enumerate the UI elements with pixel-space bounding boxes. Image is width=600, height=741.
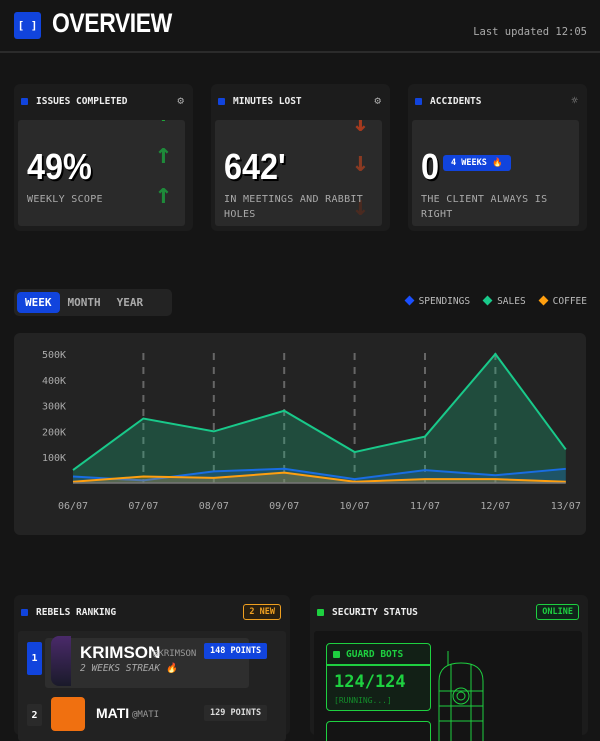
card-issues-completed: ISSUES COMPLETED ⚙ ↑ ↑ ↑ 49% WEEKLY SCOP… [14,84,193,231]
streak-badge: 4 WEEKS 🔥 [443,155,511,171]
panel-title: REBELS RANKING [36,607,116,618]
avatar[interactable] [51,697,85,731]
card-title: MINUTES LOST [233,96,302,107]
card-value: 49% [27,146,92,188]
gear-icon[interactable]: ⚙ [177,94,184,107]
chart-panel: 06/07 07/07 08/07 09/07 10/07 11/07 12/07 13/07… [14,333,586,535]
panel-title: SECURITY STATUS [332,607,418,618]
rank-badge: 2 [27,704,42,726]
page-title: OVERVIEW [52,8,172,39]
last-updated: Last updated 12:05 [473,26,587,38]
header-divider [0,51,600,53]
user-handle: @MATI [132,710,159,720]
legend-sales[interactable]: SALES [484,296,526,307]
user-name: MATI [96,705,129,721]
robot-wireframe-icon [436,651,486,741]
y-tick-label: 400K [42,376,66,387]
points-badge: 129 POINTS [204,705,267,721]
user-name: KRIMSON [80,643,160,663]
x-tick-label: 06/07 [58,501,88,512]
streak-text: 2 WEEKS STREAK 🔥 [80,663,178,674]
card-marker [218,98,225,105]
card-title: ISSUES COMPLETED [36,96,128,107]
card-accidents: ACCIDENTS ☼ 0 4 WEEKS 🔥 THE CLIENT ALWAY… [408,84,587,231]
arrow-down-icon: ↓ [352,148,369,176]
panel-marker [21,609,28,616]
legend-spendings[interactable]: SPENDINGS [406,296,470,307]
arrow-up-icon: ↑ [155,120,172,126]
bots-state: [RUNNING...] [334,696,392,705]
tab-week[interactable]: WEEK [17,292,60,313]
x-tick-label: 08/07 [199,501,229,512]
bots-value: 124/124 [334,672,406,692]
diamond-icon [404,296,414,306]
diamond-icon [483,296,493,306]
period-tabs: WEEK MONTH YEAR [14,289,172,316]
legend-coffee[interactable]: COFFEE [540,296,587,307]
card-marker [21,98,28,105]
security-status-panel: SECURITY STATUS ONLINE GUARD BOTS 124/12… [310,595,588,735]
tab-month[interactable]: MONTH [60,292,109,313]
bots-label: GUARD BOTS [346,649,403,660]
user-handle: @KRIMSON [153,649,196,659]
guard-bots-box: GUARD BOTS 124/124 [RUNNING...] [326,643,431,711]
x-tick-label: 11/07 [410,501,440,512]
new-badge: 2 NEW [243,604,281,620]
area-chart: 06/07 07/07 08/07 09/07 10/07 11/07 12/07 13/07… [14,333,586,535]
arrow-up-icon: ↑ [155,140,172,168]
arrow-down-icon: ↓ [352,120,369,136]
card-subtitle: THE CLIENT ALWAYS IS RIGHT [421,192,571,222]
status-dot [333,651,340,658]
card-value: 0 [421,146,439,188]
x-tick-label: 13/07 [551,501,581,512]
card-minutes-lost: MINUTES LOST ⚙ ↓ ↓ ↓ 642' IN MEETINGS AN… [211,84,390,231]
points-badge: 148 POINTS [204,643,267,659]
logo-icon: [ ] [14,12,41,39]
chart-legend: SPENDINGS SALES COFFEE [406,296,587,307]
status-box [326,721,431,741]
y-tick-label: 200K [42,427,66,438]
online-badge: ONLINE [536,604,579,620]
y-tick-label: 300K [42,402,66,413]
panel-marker [317,609,324,616]
y-tick-label: 500K [42,350,66,361]
card-marker [415,98,422,105]
settings-icon[interactable]: ⚙ [374,94,381,107]
card-subtitle: IN MEETINGS AND RABBIT HOLES [224,192,374,222]
y-tick-label: 100K [42,453,66,464]
x-tick-label: 09/07 [269,501,299,512]
tab-year[interactable]: YEAR [109,292,152,313]
avatar[interactable] [51,636,71,686]
rank-badge: 1 [27,642,42,675]
card-title: ACCIDENTS [430,96,481,107]
diamond-icon [538,296,548,306]
card-subtitle: WEEKLY SCOPE [27,192,177,207]
x-tick-label: 12/07 [480,501,510,512]
rebels-ranking-panel: REBELS RANKING 2 NEW 1 KRIMSON @KRIMSON … [14,595,290,735]
x-tick-label: 10/07 [340,501,370,512]
sun-icon[interactable]: ☼ [571,94,578,107]
card-value: 642' [224,146,286,188]
x-tick-label: 07/07 [128,501,158,512]
